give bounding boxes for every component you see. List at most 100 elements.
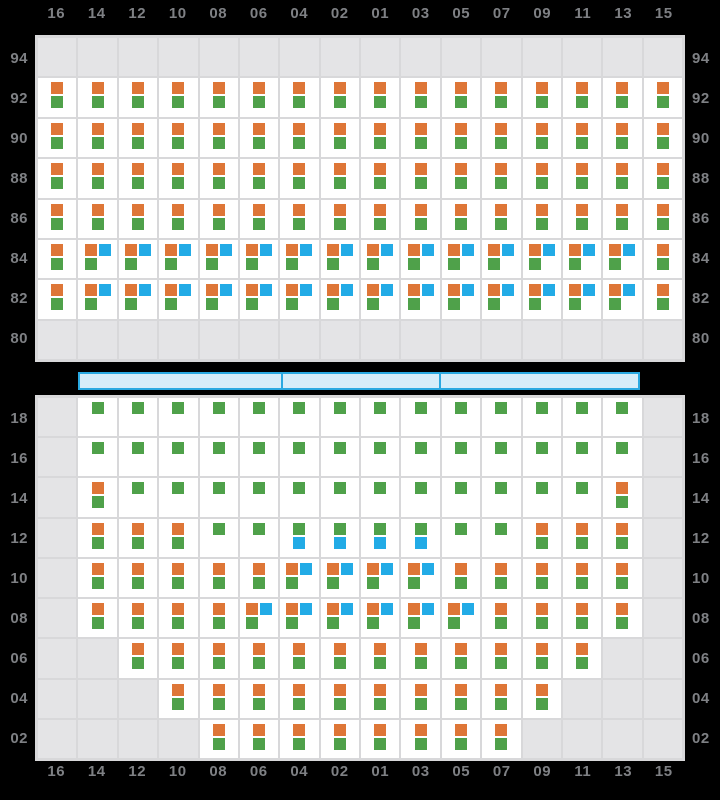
bay-slot[interactable] xyxy=(280,438,319,477)
bay-slot[interactable] xyxy=(199,280,238,319)
bay-slot[interactable] xyxy=(361,280,400,319)
bay-slot[interactable] xyxy=(482,280,521,319)
bay-slot[interactable] xyxy=(441,398,481,437)
bay-slot[interactable] xyxy=(441,118,481,158)
bay-slot[interactable] xyxy=(280,398,319,437)
bay-slot[interactable] xyxy=(118,78,158,117)
bay-slot[interactable] xyxy=(280,239,319,279)
bay-slot[interactable] xyxy=(643,159,682,198)
bay-slot[interactable] xyxy=(482,239,521,279)
bay-slot[interactable] xyxy=(361,239,400,279)
bay-slot[interactable] xyxy=(482,518,521,557)
bay-slot[interactable] xyxy=(562,280,602,319)
bay-slot[interactable] xyxy=(361,518,400,557)
bay-slot[interactable] xyxy=(239,719,279,758)
bay-slot[interactable] xyxy=(239,159,279,198)
bay-slot[interactable] xyxy=(78,518,117,557)
bay-slot[interactable] xyxy=(38,280,77,319)
bay-slot[interactable] xyxy=(522,679,561,718)
bay-slot[interactable] xyxy=(522,118,561,158)
bay-slot[interactable] xyxy=(78,478,117,517)
bay-slot[interactable] xyxy=(401,478,440,517)
bay-slot[interactable] xyxy=(159,679,198,718)
bay-slot[interactable] xyxy=(482,199,521,238)
bay-slot[interactable] xyxy=(280,199,319,238)
bay-slot[interactable] xyxy=(482,159,521,198)
bay-slot[interactable] xyxy=(401,78,440,117)
bay-slot[interactable] xyxy=(159,78,198,117)
bay-slot[interactable] xyxy=(441,239,481,279)
bay-slot[interactable] xyxy=(239,239,279,279)
bay-slot[interactable] xyxy=(522,78,561,117)
bay-slot[interactable] xyxy=(159,398,198,437)
bay-slot[interactable] xyxy=(441,438,481,477)
bay-slot[interactable] xyxy=(199,599,238,638)
bay-slot[interactable] xyxy=(118,558,158,598)
bay-slot[interactable] xyxy=(159,639,198,678)
bay-slot[interactable] xyxy=(78,280,117,319)
bay-slot[interactable] xyxy=(562,599,602,638)
bay-slot[interactable] xyxy=(199,438,238,477)
bay-slot[interactable] xyxy=(38,239,77,279)
bay-slot[interactable] xyxy=(239,679,279,718)
bay-slot[interactable] xyxy=(199,199,238,238)
bay-slot[interactable] xyxy=(199,639,238,678)
bay-slot[interactable] xyxy=(320,199,359,238)
bay-slot[interactable] xyxy=(562,639,602,678)
bay-slot[interactable] xyxy=(159,478,198,517)
bay-slot[interactable] xyxy=(482,599,521,638)
bay-slot[interactable] xyxy=(401,599,440,638)
bay-slot[interactable] xyxy=(643,239,682,279)
bay-slot[interactable] xyxy=(199,679,238,718)
bay-slot[interactable] xyxy=(118,199,158,238)
bay-slot[interactable] xyxy=(118,159,158,198)
bay-slot[interactable] xyxy=(603,280,642,319)
bay-slot[interactable] xyxy=(118,280,158,319)
bay-slot[interactable] xyxy=(361,159,400,198)
bay-slot[interactable] xyxy=(482,558,521,598)
bay-slot[interactable] xyxy=(441,478,481,517)
bay-slot[interactable] xyxy=(603,159,642,198)
bay-slot[interactable] xyxy=(401,159,440,198)
bay-slot[interactable] xyxy=(441,679,481,718)
bay-slot[interactable] xyxy=(280,679,319,718)
bay-slot[interactable] xyxy=(603,398,642,437)
bay-slot[interactable] xyxy=(441,199,481,238)
bay-slot[interactable] xyxy=(78,398,117,437)
bay-slot[interactable] xyxy=(562,118,602,158)
bay-slot[interactable] xyxy=(118,438,158,477)
bay-slot[interactable] xyxy=(562,478,602,517)
bay-slot[interactable] xyxy=(401,558,440,598)
bay-slot[interactable] xyxy=(643,118,682,158)
bay-slot[interactable] xyxy=(361,558,400,598)
bay-slot[interactable] xyxy=(320,719,359,758)
bay-slot[interactable] xyxy=(643,199,682,238)
bay-slot[interactable] xyxy=(38,118,77,158)
bay-slot[interactable] xyxy=(199,159,238,198)
bay-slot[interactable] xyxy=(159,518,198,557)
bay-slot[interactable] xyxy=(280,280,319,319)
bay-slot[interactable] xyxy=(118,239,158,279)
bay-slot[interactable] xyxy=(562,199,602,238)
bay-slot[interactable] xyxy=(401,239,440,279)
bay-slot[interactable] xyxy=(239,199,279,238)
bay-slot[interactable] xyxy=(239,398,279,437)
bay-slot[interactable] xyxy=(118,639,158,678)
bay-slot[interactable] xyxy=(280,478,319,517)
bay-slot[interactable] xyxy=(562,518,602,557)
bay-slot[interactable] xyxy=(159,558,198,598)
bay-slot[interactable] xyxy=(159,599,198,638)
bay-slot[interactable] xyxy=(280,78,319,117)
bay-slot[interactable] xyxy=(401,398,440,437)
bay-slot[interactable] xyxy=(482,398,521,437)
bay-slot[interactable] xyxy=(522,398,561,437)
bay-slot[interactable] xyxy=(361,679,400,718)
bay-slot[interactable] xyxy=(320,438,359,477)
bay-slot[interactable] xyxy=(78,159,117,198)
bay-slot[interactable] xyxy=(159,438,198,477)
bay-slot[interactable] xyxy=(482,78,521,117)
bay-slot[interactable] xyxy=(522,159,561,198)
bay-slot[interactable] xyxy=(401,679,440,718)
bay-slot[interactable] xyxy=(280,558,319,598)
bay-slot[interactable] xyxy=(320,518,359,557)
